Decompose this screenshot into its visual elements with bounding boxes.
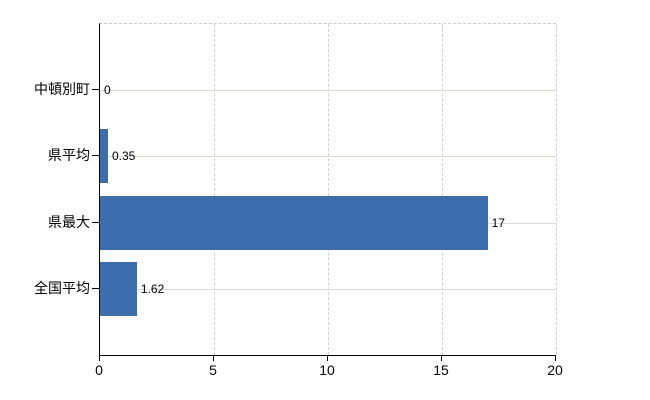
value-tick-label: 0 bbox=[95, 362, 103, 378]
value-tick-label: 10 bbox=[319, 362, 335, 378]
category-label: 県最大 bbox=[48, 213, 90, 230]
value-tick-label: 15 bbox=[433, 362, 449, 378]
category-label: 全国平均 bbox=[34, 279, 90, 296]
vertical-gridline bbox=[556, 24, 557, 355]
bar-value-label: 0.35 bbox=[111, 149, 136, 164]
value-tick-mark bbox=[327, 355, 328, 361]
bar bbox=[100, 261, 137, 316]
category-tick-mark bbox=[92, 221, 99, 223]
horizontal-gridline bbox=[100, 90, 556, 92]
value-tick-mark bbox=[213, 355, 214, 361]
value-tick-mark bbox=[441, 355, 442, 361]
horizontal-gridline bbox=[100, 156, 556, 158]
value-tick-mark bbox=[555, 355, 556, 361]
category-tick-mark bbox=[92, 287, 99, 289]
horizontal-gridline bbox=[100, 288, 556, 290]
vertical-gridline bbox=[214, 24, 215, 355]
value-tick-mark bbox=[99, 355, 100, 361]
value-tick-label: 5 bbox=[209, 362, 217, 378]
value-tick-label: 20 bbox=[547, 362, 563, 378]
bar-value-label: 1.62 bbox=[140, 281, 165, 296]
bar-value-label: 0 bbox=[104, 83, 111, 98]
vertical-gridline bbox=[442, 24, 443, 355]
category-tick-mark bbox=[92, 155, 99, 157]
category-tick-mark bbox=[92, 89, 99, 91]
plot-area: 0 0.35 17 1.62 bbox=[99, 23, 557, 356]
vertical-gridline bbox=[328, 24, 329, 355]
bar bbox=[100, 129, 108, 184]
bar bbox=[100, 195, 488, 250]
category-label: 県平均 bbox=[48, 147, 90, 164]
category-label: 中頓別町 bbox=[34, 81, 90, 98]
bar-value-label: 17 bbox=[491, 215, 505, 230]
